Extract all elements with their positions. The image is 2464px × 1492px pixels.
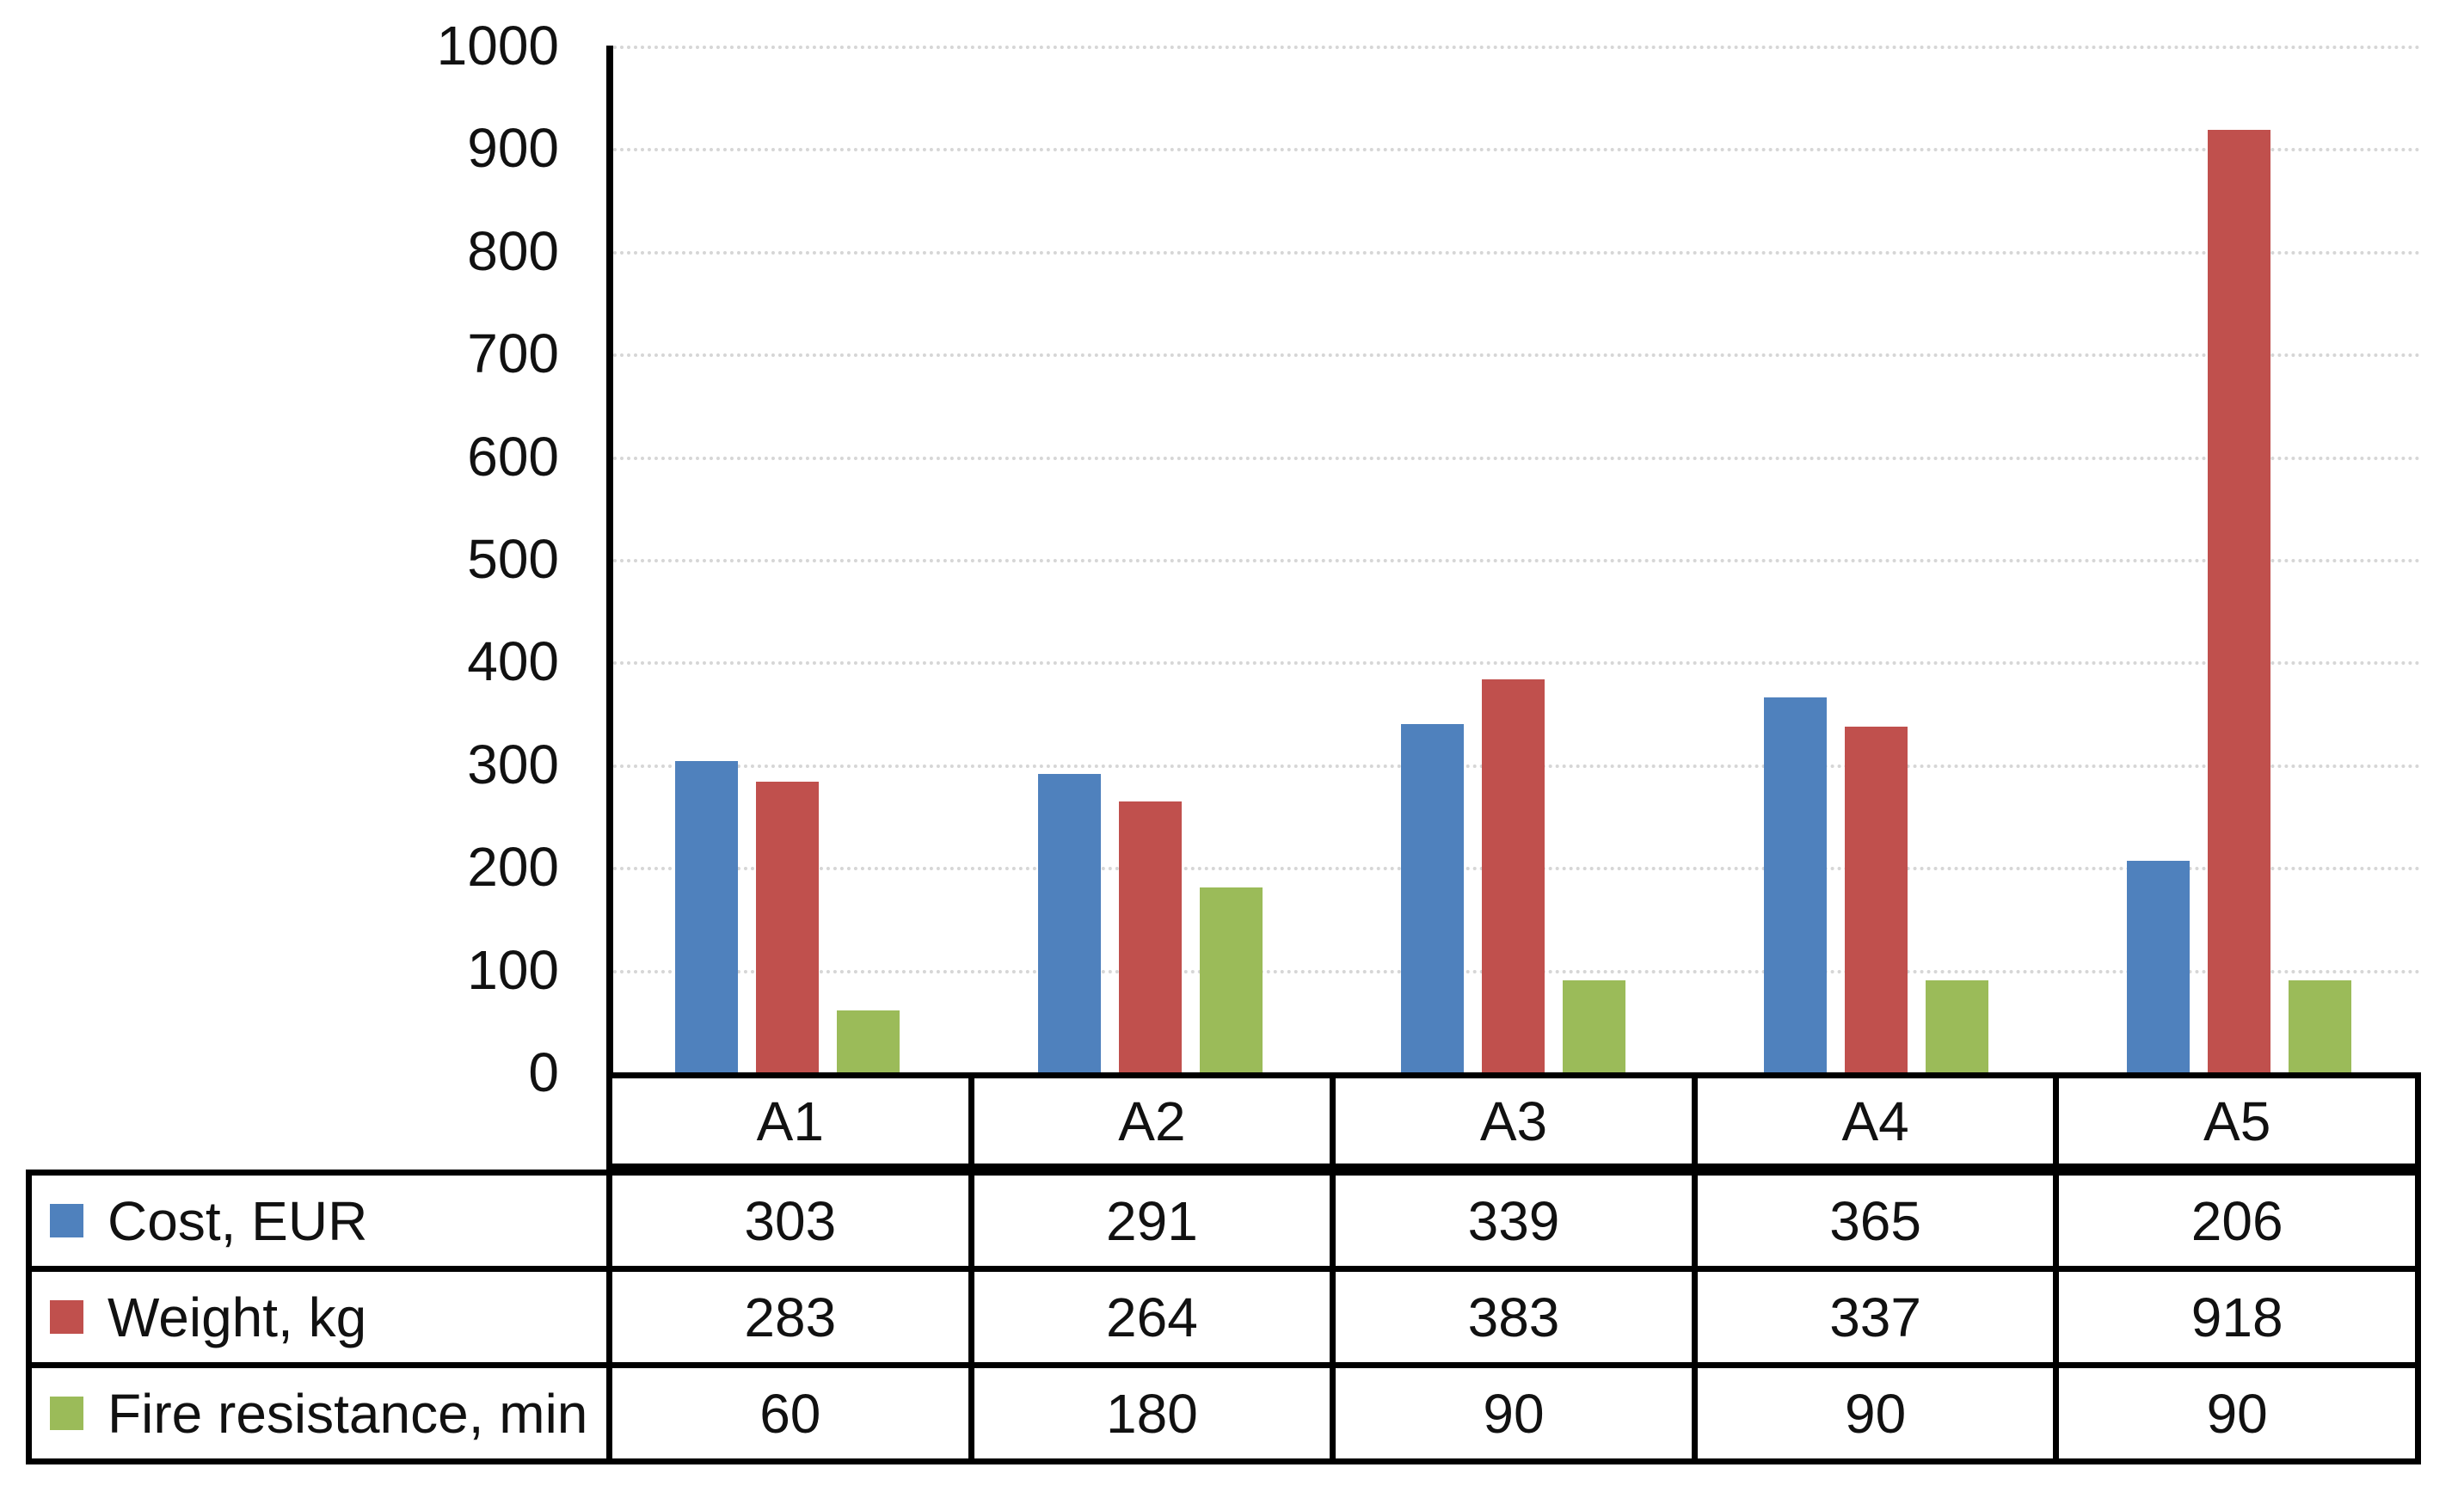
category-header-A4: A4 <box>1691 1078 2054 1164</box>
y-tick-label-1000: 1000 <box>436 15 559 77</box>
legend-cell: Cost, EUR <box>32 1176 606 1266</box>
bar-A1-fire-resistance <box>837 1010 900 1072</box>
category-header-A5: A5 <box>2053 1078 2415 1164</box>
bar-A2-fire-resistance <box>1200 887 1263 1072</box>
gridline-900 <box>613 148 2421 151</box>
value-cell-A3: 383 <box>1330 1272 1692 1362</box>
gridline-500 <box>613 559 2421 562</box>
category-header-A3: A3 <box>1330 1078 1692 1164</box>
data-table-body: Cost, EUR 303 291 339 365 206 Weight, kg 283 264… <box>26 1170 2421 1464</box>
y-tick-label-900: 900 <box>467 117 559 179</box>
bar-A1-weight <box>756 782 819 1072</box>
gridline-1000 <box>613 46 2421 49</box>
category-header-A2: A2 <box>968 1078 1330 1164</box>
bar-A4-weight <box>1845 727 1908 1072</box>
bar-A3-cost <box>1401 724 1464 1072</box>
gridline-600 <box>613 457 2421 460</box>
value-cell-A2: 264 <box>968 1272 1330 1362</box>
bar-A5-fire-resistance <box>2289 980 2351 1072</box>
table-row-weight: Weight, kg 283 264 383 337 918 <box>32 1266 2415 1362</box>
chart-plot-area <box>606 46 2421 1072</box>
gridline-800 <box>613 251 2421 255</box>
bar-A4-cost <box>1764 697 1827 1072</box>
legend-key-swatch <box>50 1300 83 1334</box>
series-name-label: Cost, EUR <box>108 1189 368 1252</box>
y-tick-label-400: 400 <box>467 630 559 692</box>
bar-A3-weight <box>1482 679 1545 1072</box>
y-tick-label-700: 700 <box>467 322 559 384</box>
bar-A2-cost <box>1038 774 1101 1072</box>
y-tick-label-800: 800 <box>467 220 559 282</box>
y-tick-label-300: 300 <box>467 734 559 795</box>
bar-A3-fire-resistance <box>1563 980 1625 1072</box>
value-cell-A3: 90 <box>1330 1368 1692 1458</box>
value-cell-A1: 283 <box>606 1272 968 1362</box>
y-tick-label-100: 100 <box>467 939 559 1001</box>
table-row-cost: Cost, EUR 303 291 339 365 206 <box>32 1176 2415 1266</box>
y-tick-label-200: 200 <box>467 836 559 898</box>
y-tick-label-0: 0 <box>528 1041 559 1103</box>
bar-A5-cost <box>2127 861 2190 1072</box>
legend-key-swatch <box>50 1204 83 1237</box>
y-axis-line <box>606 46 613 1072</box>
value-cell-A5: 918 <box>2053 1272 2415 1362</box>
table-row-fire-resistance: Fire resistance, min 60 180 90 90 90 <box>32 1362 2415 1458</box>
value-cell-A3: 339 <box>1330 1176 1692 1266</box>
value-cell-A5: 206 <box>2053 1176 2415 1266</box>
y-tick-label-600: 600 <box>467 426 559 488</box>
value-cell-A4: 90 <box>1691 1368 2054 1458</box>
value-cell-A2: 180 <box>968 1368 1330 1458</box>
y-tick-label-500: 500 <box>467 528 559 590</box>
y-axis-labels: 0 100 200 300 400 500 600 700 800 900 1000 <box>0 15 559 1103</box>
bar-A4-fire-resistance <box>1926 980 1988 1072</box>
bar-A5-weight <box>2208 130 2270 1072</box>
value-cell-A1: 303 <box>606 1176 968 1266</box>
bar-A2-weight <box>1119 801 1182 1072</box>
legend-cell: Fire resistance, min <box>32 1368 606 1458</box>
gridline-700 <box>613 353 2421 357</box>
series-name-label: Weight, kg <box>108 1286 367 1348</box>
legend-cell: Weight, kg <box>32 1272 606 1362</box>
series-name-label: Fire resistance, min <box>108 1382 588 1445</box>
data-table-category-header-row: A1 A2 A3 A4 A5 <box>606 1072 2421 1170</box>
value-cell-A4: 365 <box>1691 1176 2054 1266</box>
value-cell-A1: 60 <box>606 1368 968 1458</box>
value-cell-A5: 90 <box>2053 1368 2415 1458</box>
value-cell-A2: 291 <box>968 1176 1330 1266</box>
legend-key-swatch <box>50 1397 83 1430</box>
category-header-A1: A1 <box>756 1090 824 1152</box>
gridline-400 <box>613 661 2421 665</box>
bar-A1-cost <box>675 761 738 1072</box>
value-cell-A4: 337 <box>1691 1272 2054 1362</box>
